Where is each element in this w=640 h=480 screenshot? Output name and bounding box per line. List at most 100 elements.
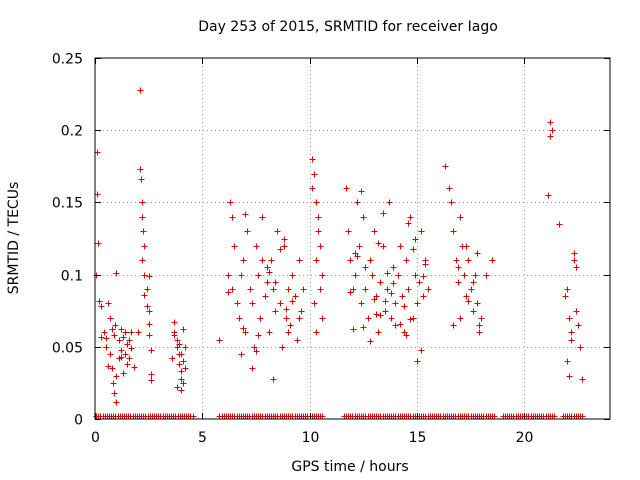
data-point bbox=[468, 286, 475, 293]
data-point bbox=[367, 338, 374, 345]
data-point bbox=[401, 303, 408, 310]
data-point bbox=[255, 332, 262, 339]
data-point bbox=[476, 322, 483, 329]
data-point bbox=[270, 286, 277, 293]
data-point bbox=[238, 272, 245, 279]
data-point bbox=[285, 286, 292, 293]
data-point bbox=[180, 380, 187, 387]
data-point bbox=[463, 293, 470, 300]
data-point bbox=[281, 243, 288, 250]
data-point bbox=[317, 243, 324, 250]
data-point bbox=[178, 387, 185, 394]
data-point bbox=[311, 171, 318, 178]
data-point bbox=[478, 315, 485, 322]
data-point bbox=[122, 351, 129, 358]
data-point bbox=[568, 337, 575, 344]
data-point bbox=[128, 329, 135, 336]
data-point bbox=[240, 257, 247, 264]
data-point bbox=[120, 334, 127, 341]
data-point bbox=[356, 243, 363, 250]
data-point bbox=[118, 347, 125, 354]
data-point bbox=[113, 373, 120, 380]
data-point bbox=[96, 298, 103, 305]
data-point bbox=[234, 300, 241, 307]
data-point bbox=[112, 322, 119, 329]
data-point bbox=[313, 257, 320, 264]
data-point bbox=[274, 228, 281, 235]
data-point bbox=[227, 199, 234, 206]
data-point bbox=[397, 243, 404, 250]
data-point bbox=[285, 329, 292, 336]
data-point bbox=[373, 311, 380, 318]
data-point bbox=[568, 329, 575, 336]
data-point bbox=[416, 279, 423, 286]
data-point bbox=[395, 272, 402, 279]
data-point bbox=[277, 246, 284, 253]
data-point bbox=[113, 399, 120, 406]
data-point bbox=[414, 358, 421, 365]
data-point bbox=[577, 344, 584, 351]
data-point bbox=[229, 214, 236, 221]
data-point bbox=[103, 335, 110, 342]
data-point bbox=[412, 272, 419, 279]
data-point bbox=[384, 286, 391, 293]
data-point bbox=[109, 365, 116, 372]
data-point bbox=[141, 292, 148, 299]
data-point bbox=[457, 214, 464, 221]
data-point bbox=[144, 303, 151, 310]
data-point bbox=[141, 272, 148, 279]
data-point bbox=[283, 315, 290, 322]
data-point bbox=[457, 315, 464, 322]
data-point bbox=[101, 329, 108, 336]
data-point bbox=[148, 347, 155, 354]
data-point bbox=[139, 257, 146, 264]
data-point bbox=[352, 272, 359, 279]
data-point bbox=[122, 329, 129, 336]
data-point bbox=[425, 286, 432, 293]
data-point bbox=[367, 257, 374, 264]
data-point bbox=[345, 228, 352, 235]
data-point bbox=[137, 87, 144, 94]
data-point bbox=[470, 279, 477, 286]
data-point bbox=[118, 354, 125, 361]
data-point bbox=[146, 332, 153, 339]
data-point bbox=[453, 257, 460, 264]
data-point bbox=[390, 264, 397, 271]
data-point bbox=[311, 300, 318, 307]
data-point bbox=[377, 312, 384, 319]
data-point bbox=[455, 279, 462, 286]
data-point bbox=[259, 257, 266, 264]
data-point bbox=[238, 351, 245, 358]
data-point bbox=[573, 308, 580, 315]
data-point bbox=[298, 308, 305, 315]
data-point bbox=[292, 293, 299, 300]
data-point bbox=[573, 264, 580, 271]
data-point bbox=[358, 300, 365, 307]
data-point bbox=[362, 286, 369, 293]
data-point bbox=[279, 344, 286, 351]
data-point bbox=[410, 246, 417, 253]
data-point bbox=[418, 347, 425, 354]
data-point bbox=[407, 316, 414, 323]
data-point bbox=[360, 324, 367, 331]
data-point bbox=[249, 365, 256, 372]
data-point bbox=[474, 250, 481, 257]
data-point bbox=[272, 308, 279, 315]
data-point bbox=[461, 272, 468, 279]
data-point bbox=[564, 358, 571, 365]
data-point bbox=[384, 270, 391, 277]
data-point bbox=[489, 257, 496, 264]
data-point bbox=[135, 329, 142, 336]
data-point bbox=[365, 315, 372, 322]
data-point bbox=[343, 185, 350, 192]
data-point bbox=[564, 286, 571, 293]
data-point bbox=[253, 243, 260, 250]
data-point bbox=[463, 243, 470, 250]
data-point bbox=[98, 303, 105, 310]
y-tick-label: 0.25 bbox=[52, 52, 83, 68]
data-point bbox=[350, 326, 357, 333]
data-point bbox=[414, 300, 421, 307]
data-point bbox=[244, 228, 251, 235]
data-point bbox=[474, 300, 481, 307]
